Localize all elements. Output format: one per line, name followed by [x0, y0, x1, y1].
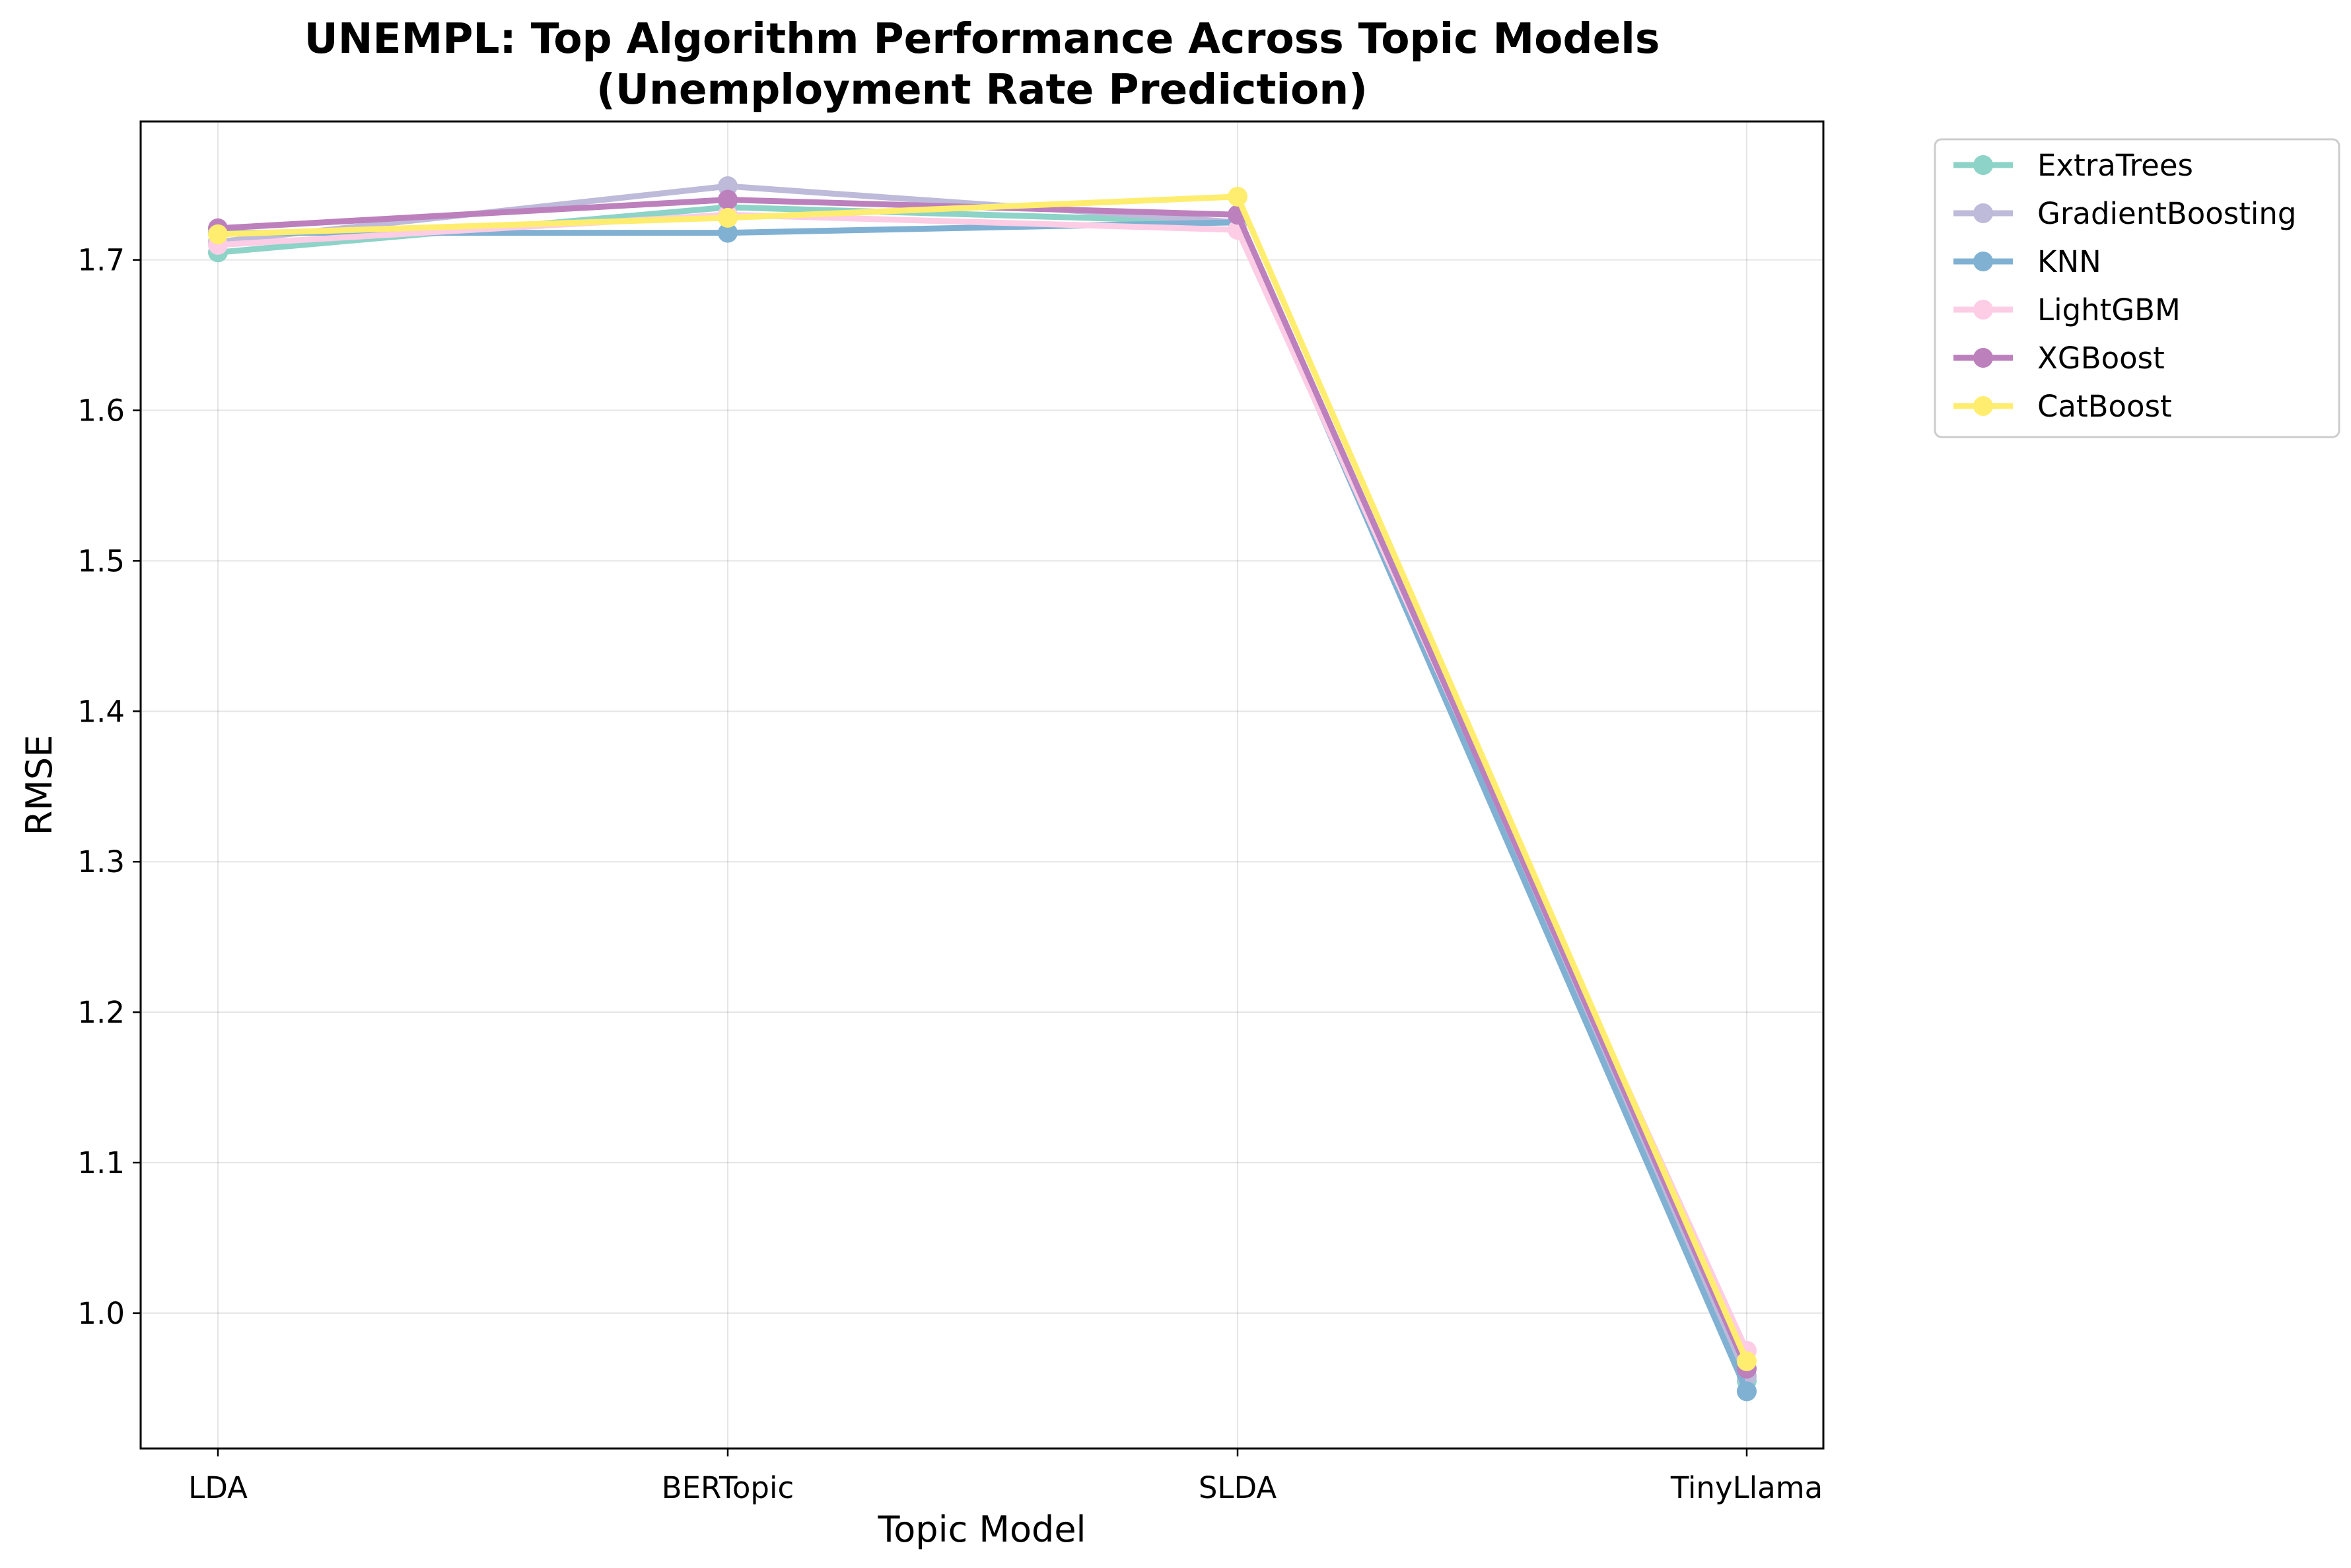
y-axis-ticks: 1.0 1.1 1.2 1.3 1.4 1.5 1.6 1.7	[77, 243, 141, 1331]
y-tick-label: 1.7	[77, 243, 125, 278]
x-tick-label: TinyLlama	[1670, 1470, 1823, 1505]
x-axis-ticks: LDA BERTopic SLDA TinyLlama	[188, 1449, 1823, 1505]
x-tick-label: LDA	[188, 1470, 248, 1505]
legend-box	[1934, 138, 2340, 438]
legend-item: CatBoost	[1953, 389, 2172, 424]
y-tick-label: 1.6	[77, 393, 125, 428]
series-line	[215, 193, 1750, 1365]
y-tick-label: 1.3	[77, 844, 125, 879]
y-tick-label: 1.4	[77, 694, 125, 729]
data-point	[1737, 1381, 1757, 1402]
chart-title-line2: (Unemployment Rate Prediction)	[596, 65, 1368, 114]
legend-marker	[1973, 252, 1993, 271]
data-point	[208, 224, 228, 244]
legend-item: LightGBM	[1953, 292, 2181, 327]
y-axis-label: RMSE	[18, 735, 60, 836]
data-point	[718, 207, 738, 228]
legend-label: KNN	[2037, 244, 2101, 279]
series-lines	[208, 176, 1757, 1402]
x-axis-label: Topic Model	[877, 1509, 1086, 1550]
legend-marker	[1973, 396, 1993, 416]
plot-frame	[139, 120, 1825, 1450]
y-tick-label: 1.5	[77, 543, 125, 578]
legend-label: CatBoost	[2037, 389, 2172, 424]
chart-title-line1: UNEMPL: Top Algorithm Performance Across…	[304, 15, 1660, 63]
legend-label: GradientBoosting	[2037, 196, 2296, 231]
legend-label: LightGBM	[2037, 292, 2181, 327]
y-tick-label: 1.2	[77, 995, 125, 1030]
data-point	[1228, 186, 1247, 207]
legend: ExtraTrees GradientBoosting KNN LightGBM XGB…	[1934, 138, 2340, 438]
legend-item: XGBoost	[1953, 341, 2165, 376]
legend-item: GradientBoosting	[1953, 196, 2296, 231]
legend-marker	[1973, 348, 1993, 368]
data-point	[1737, 1351, 1757, 1371]
legend-marker	[1973, 155, 1993, 175]
data-point	[718, 176, 738, 196]
y-tick-label: 1.1	[77, 1145, 125, 1180]
legend-label: ExtraTrees	[2037, 148, 2193, 183]
legend-marker	[1973, 300, 1993, 320]
y-tick-label: 1.0	[77, 1296, 125, 1331]
grid-lines	[141, 121, 1823, 1449]
legend-label: XGBoost	[2037, 341, 2165, 376]
series-catboost	[208, 186, 1757, 1371]
data-point	[718, 222, 738, 243]
x-tick-label: SLDA	[1199, 1470, 1277, 1505]
x-tick-label: BERTopic	[662, 1470, 794, 1505]
legend-item: ExtraTrees	[1953, 148, 2193, 183]
legend-item: KNN	[1953, 244, 2101, 279]
legend-marker	[1973, 203, 1993, 223]
data-point	[718, 189, 738, 210]
